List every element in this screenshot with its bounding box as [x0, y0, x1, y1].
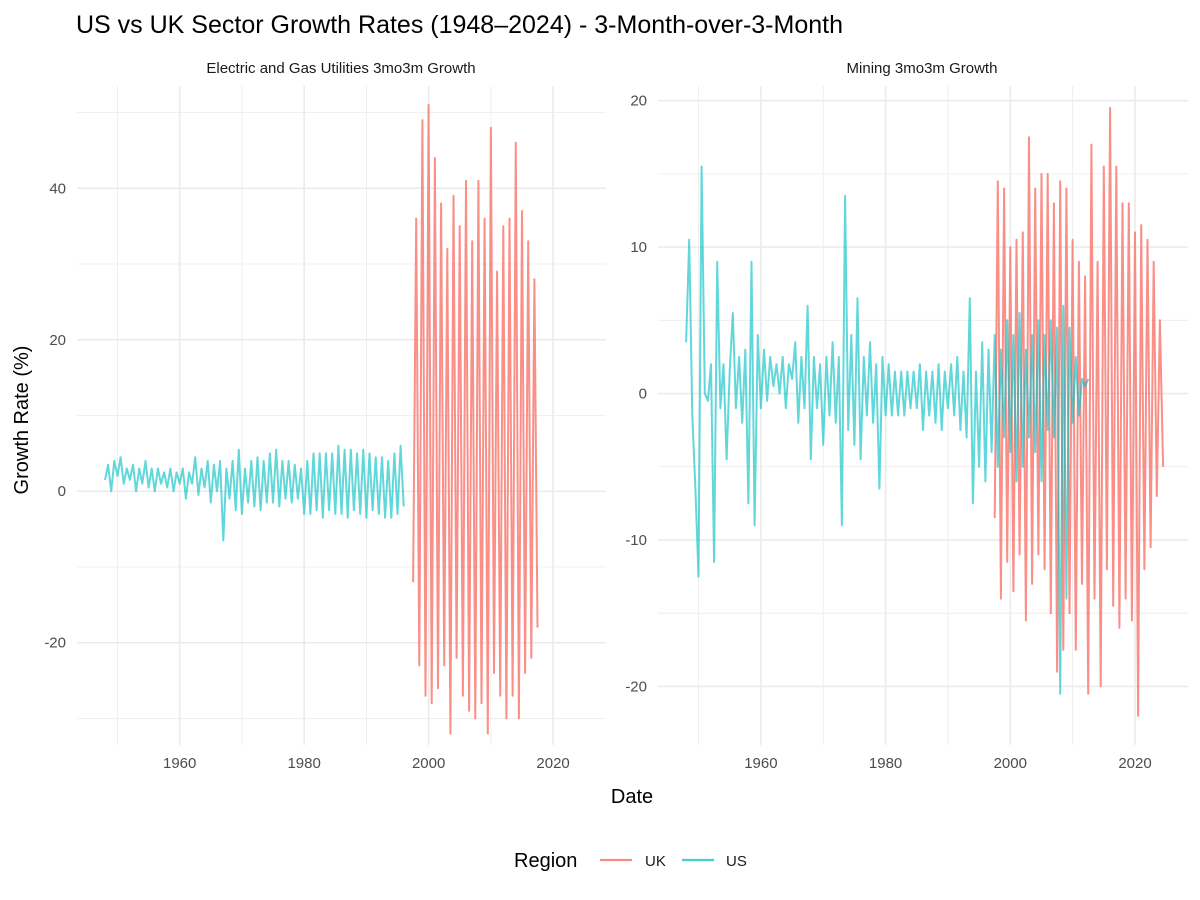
legend-label-us: US — [726, 853, 747, 870]
panel-utilities-strip-label: Electric and Gas Utilities 3mo3m Growth — [206, 60, 475, 77]
panel-mining-series — [685, 107, 1165, 717]
panel-utilities-axes: 1960 1980 2000 2020 -20 0 20 40 — [44, 180, 569, 772]
panel-utilities-series — [104, 103, 539, 735]
y-tick-label: 20 — [630, 93, 647, 110]
panel-mining-axes: 1960 1980 2000 2020 -20 -10 0 10 20 — [625, 93, 1151, 772]
series-line-us-utilities — [104, 444, 405, 542]
panel-mining-grid — [658, 86, 1188, 745]
x-tick-label: 1960 — [163, 755, 196, 772]
y-tick-label: 10 — [630, 239, 647, 256]
legend-title: Region — [514, 850, 577, 872]
x-tick-label: 2000 — [412, 755, 445, 772]
y-tick-label: -20 — [625, 678, 647, 695]
series-line-uk-mining — [993, 107, 1165, 717]
y-tick-label: 0 — [639, 386, 647, 403]
series-line-us-mining — [685, 165, 1090, 695]
panel-utilities: Electric and Gas Utilities 3mo3m Growth … — [44, 60, 606, 772]
x-tick-label: 2000 — [994, 755, 1027, 772]
series-line-uk-utilities — [412, 103, 539, 735]
legend: Region UK US — [514, 850, 747, 872]
panel-mining: Mining 3mo3m Growth 1960 1980 2000 2020 -20 -… — [625, 60, 1188, 772]
x-tick-label: 1980 — [287, 755, 320, 772]
y-tick-label: 40 — [49, 180, 66, 197]
x-tick-label: 1960 — [744, 755, 777, 772]
y-tick-label: -20 — [44, 635, 66, 652]
y-axis-title: Growth Rate (%) — [11, 346, 33, 495]
y-tick-label: 20 — [49, 332, 66, 349]
x-axis-title: Date — [611, 786, 653, 808]
legend-label-uk: UK — [645, 853, 666, 870]
y-tick-label: -10 — [625, 532, 647, 549]
chart-title: US vs UK Sector Growth Rates (1948–2024)… — [76, 11, 843, 39]
panel-mining-strip-label: Mining 3mo3m Growth — [847, 60, 998, 77]
x-tick-label: 1980 — [869, 755, 902, 772]
y-tick-label: 0 — [58, 483, 66, 500]
x-tick-label: 2020 — [1118, 755, 1151, 772]
x-tick-label: 2020 — [536, 755, 569, 772]
